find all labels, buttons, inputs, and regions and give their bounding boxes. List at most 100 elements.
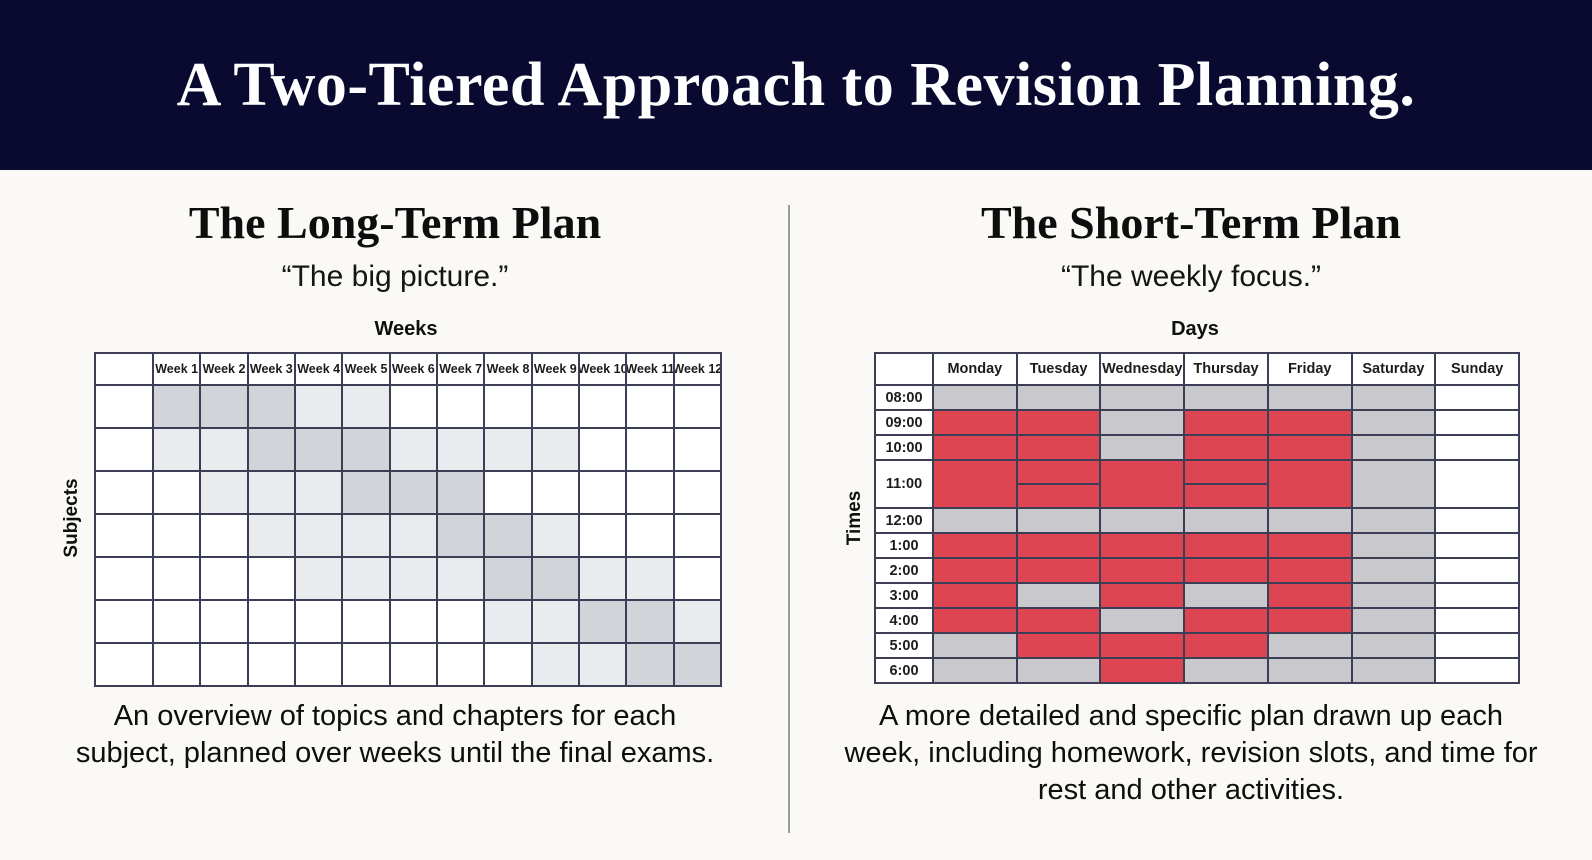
topic-cell bbox=[295, 472, 342, 513]
schedule-cell bbox=[1101, 386, 1184, 409]
week-header: Week 2 bbox=[201, 354, 247, 384]
long-term-heading: The Long-Term Plan bbox=[188, 197, 602, 248]
week-header: Week 5 bbox=[343, 354, 389, 384]
topic-cell bbox=[485, 386, 531, 427]
topic-cell bbox=[248, 644, 294, 685]
topic-cell bbox=[390, 429, 436, 470]
subject-row-label bbox=[96, 644, 152, 685]
corner-cell bbox=[876, 354, 932, 384]
topic-cell bbox=[674, 386, 720, 427]
topic-cell bbox=[343, 644, 389, 685]
day-header: Wednesday bbox=[1101, 354, 1184, 384]
topic-cell bbox=[248, 429, 294, 470]
schedule-cell bbox=[934, 609, 1016, 632]
topic-cell bbox=[627, 429, 673, 470]
topic-cell bbox=[390, 601, 436, 642]
schedule-cell bbox=[1017, 461, 1100, 507]
schedule-cell bbox=[1268, 634, 1351, 657]
topic-cell bbox=[437, 472, 484, 513]
topic-cell bbox=[201, 644, 247, 685]
topic-cell bbox=[674, 601, 720, 642]
topic-cell bbox=[532, 601, 578, 642]
week-header: Week 7 bbox=[437, 354, 484, 384]
topic-cell bbox=[532, 558, 578, 599]
short-term-subtitle: “The weekly focus.” bbox=[1060, 260, 1322, 293]
subject-row-label bbox=[96, 601, 152, 642]
subject-row-label bbox=[96, 515, 152, 556]
topic-cell bbox=[248, 515, 294, 556]
topic-cell bbox=[201, 472, 247, 513]
short-term-heading: The Short-Term Plan bbox=[981, 197, 1401, 248]
topic-cell bbox=[437, 429, 484, 470]
schedule-cell bbox=[1017, 634, 1100, 657]
subject-row-label bbox=[96, 472, 152, 513]
schedule-cell bbox=[934, 411, 1016, 434]
topic-cell bbox=[154, 472, 200, 513]
short-term-description: A more detailed and specific plan drawn … bbox=[844, 700, 1538, 807]
week-header: Week 3 bbox=[248, 354, 294, 384]
topic-cell bbox=[390, 644, 436, 685]
schedule-cell bbox=[1185, 584, 1267, 607]
topic-cell bbox=[485, 558, 531, 599]
topic-cell bbox=[390, 515, 436, 556]
day-header: Saturday bbox=[1352, 354, 1435, 384]
topic-cell bbox=[343, 515, 389, 556]
topic-cell bbox=[437, 558, 484, 599]
topic-cell bbox=[154, 644, 200, 685]
title-banner: A Two-Tiered Approach to Revision Planni… bbox=[0, 0, 1592, 170]
schedule-cell bbox=[1185, 534, 1267, 557]
week-header: Week 1 bbox=[154, 354, 200, 384]
week-header: Week 11 bbox=[627, 354, 673, 384]
topic-cell bbox=[579, 644, 626, 685]
time-label: 1:00 bbox=[876, 534, 932, 557]
week-header: Week 9 bbox=[532, 354, 578, 384]
schedule-cell bbox=[1101, 584, 1184, 607]
schedule-cell bbox=[1352, 659, 1435, 682]
time-label: 2:00 bbox=[876, 559, 932, 582]
schedule-cell bbox=[1185, 461, 1267, 507]
schedule-cell bbox=[1436, 534, 1518, 557]
time-label: 4:00 bbox=[876, 609, 932, 632]
day-header: Sunday bbox=[1436, 354, 1518, 384]
schedule-cell bbox=[1268, 509, 1351, 532]
schedule-cell bbox=[1185, 386, 1267, 409]
topic-cell bbox=[248, 386, 294, 427]
time-label: 3:00 bbox=[876, 584, 932, 607]
schedule-cell bbox=[1185, 634, 1267, 657]
topic-cell bbox=[295, 515, 342, 556]
schedule-cell bbox=[1436, 436, 1518, 459]
schedule-cell bbox=[1101, 436, 1184, 459]
corner-cell bbox=[96, 354, 152, 384]
schedule-cell bbox=[934, 461, 1016, 507]
schedule-cell bbox=[1017, 659, 1100, 682]
schedule-cell bbox=[1101, 634, 1184, 657]
schedule-cell bbox=[1436, 609, 1518, 632]
topic-cell bbox=[674, 429, 720, 470]
schedule-cell bbox=[1185, 509, 1267, 532]
schedule-cell bbox=[1268, 461, 1351, 507]
topic-cell bbox=[579, 515, 626, 556]
time-label: 10:00 bbox=[876, 436, 932, 459]
main-title: A Two-Tiered Approach to Revision Planni… bbox=[176, 50, 1416, 119]
schedule-cell bbox=[1185, 609, 1267, 632]
long-term-panel: The Long-Term Plan “The big picture.” We… bbox=[0, 170, 790, 860]
schedule-cell bbox=[1101, 609, 1184, 632]
weekly-schedule-grid: Monday Tuesday Wednesday Thursday Friday Satu… bbox=[874, 352, 1520, 684]
days-axis-label: Days bbox=[1171, 318, 1219, 340]
topic-cell bbox=[579, 386, 626, 427]
schedule-cell bbox=[1352, 534, 1435, 557]
schedule-cell bbox=[1352, 634, 1435, 657]
topic-cell bbox=[674, 472, 720, 513]
schedule-cell bbox=[1268, 386, 1351, 409]
schedule-cell bbox=[1017, 584, 1100, 607]
schedule-cell bbox=[1352, 559, 1435, 582]
topic-cell bbox=[437, 515, 484, 556]
topic-cell bbox=[390, 386, 436, 427]
topic-cell bbox=[532, 515, 578, 556]
schedule-cell bbox=[1436, 461, 1518, 507]
topic-cell bbox=[343, 472, 389, 513]
schedule-cell bbox=[1436, 659, 1518, 682]
subject-row-label bbox=[96, 429, 152, 470]
day-header: Thursday bbox=[1185, 354, 1267, 384]
schedule-cell bbox=[1101, 559, 1184, 582]
